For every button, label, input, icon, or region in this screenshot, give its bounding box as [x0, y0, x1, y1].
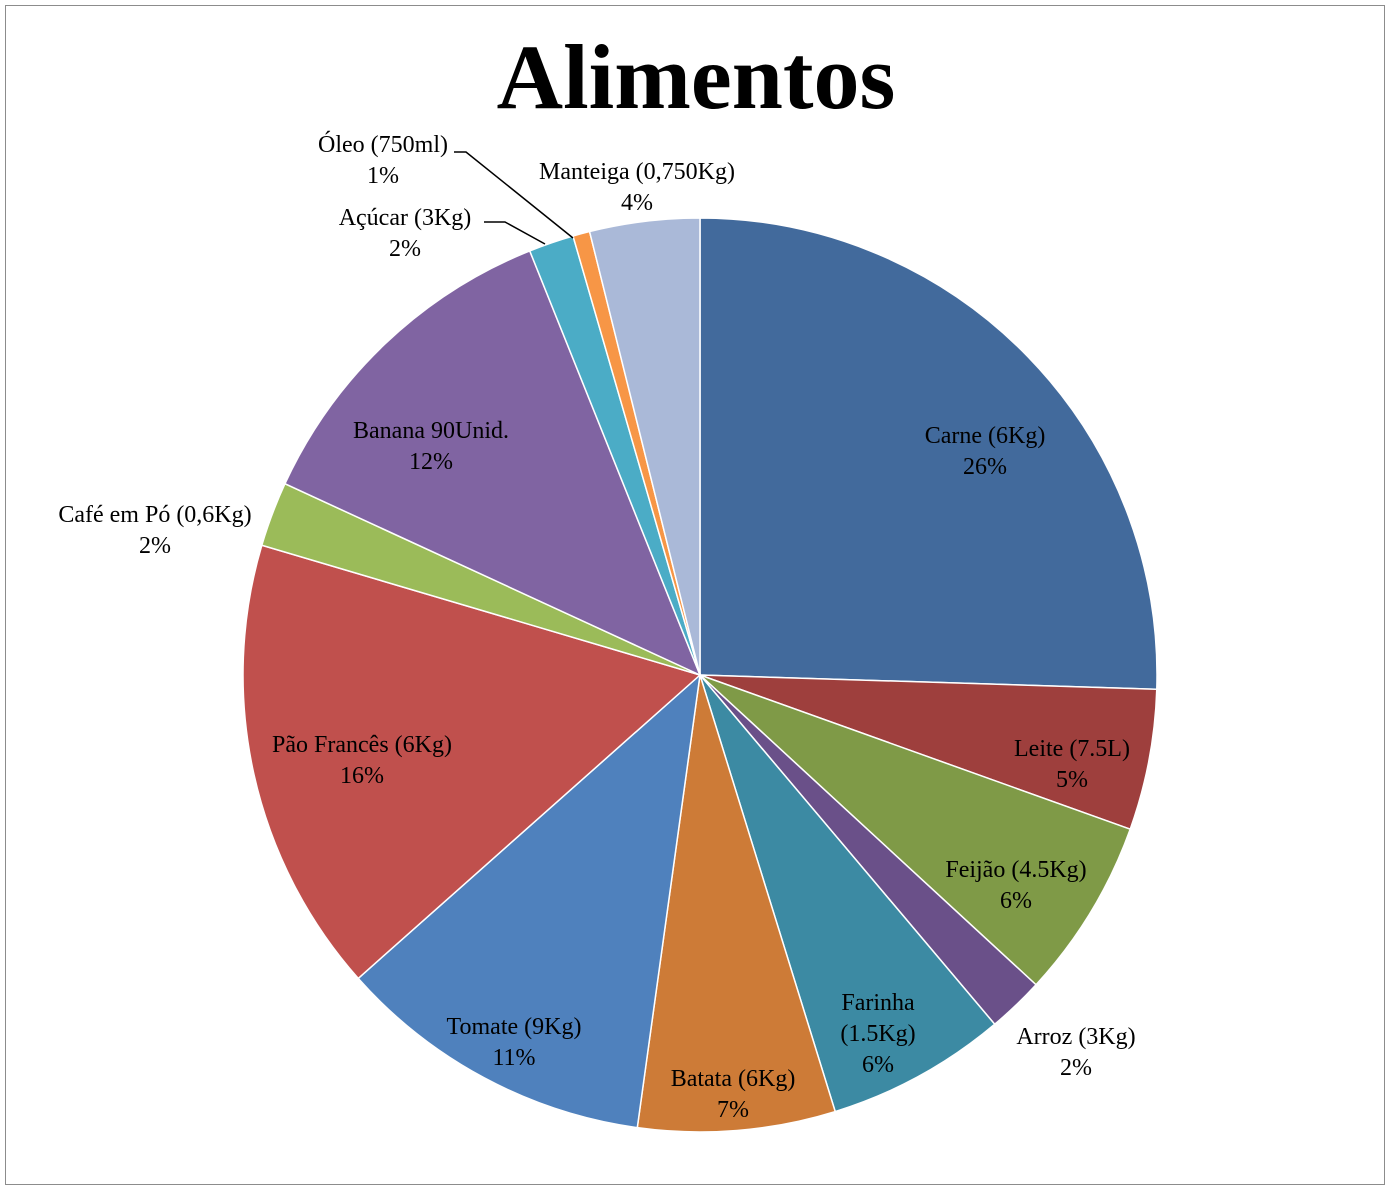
slice-label-6: Batata (6Kg) 7% — [671, 1066, 796, 1123]
slice-name: Açúcar (3Kg) — [339, 205, 472, 231]
pie-slice-3 — [699, 674, 1132, 986]
slice-label-7: Tomate (9Kg) 11% — [447, 1014, 582, 1071]
slice-percent: 2% — [139, 533, 171, 559]
slice-label-13: Manteiga (0,750Kg) 4% — [539, 159, 735, 216]
slice-label-10: Banana 90Unid. 12% — [353, 418, 509, 475]
slice-name: Carne (6Kg) — [925, 423, 1046, 449]
slice-label-12: Óleo (750ml) 1% — [318, 131, 448, 189]
slice-name: Café em Pó (0,6Kg) — [58, 502, 251, 528]
slice-name: Óleo (750ml) — [318, 131, 448, 158]
slice-percent: 5% — [1056, 767, 1088, 793]
slice-label-2: Leite (7.5L) 5% — [1014, 736, 1130, 793]
slice-labels: Carne (6Kg) 26% Leite (7.5L) 5% Feijão (4.5K… — [58, 131, 1135, 1123]
slice-name: Banana 90Unid. — [353, 418, 509, 444]
slice-percent: 26% — [963, 454, 1007, 480]
slice-label-8: Pão Francês (6Kg) 16% — [272, 732, 452, 789]
slice-name: Pão Francês (6Kg) — [272, 732, 452, 758]
slice-percent: 1% — [367, 163, 399, 189]
pie-slices — [242, 217, 1158, 1133]
slice-label-9: Café em Pó (0,6Kg) 2% — [58, 502, 251, 559]
slice-percent: 11% — [492, 1045, 535, 1071]
chart-title: Alimentos — [497, 26, 896, 128]
slice-name: Feijão (4.5Kg) — [945, 857, 1086, 883]
slice-percent: 2% — [389, 236, 421, 262]
pie-slice-13 — [588, 217, 701, 676]
slice-label-11: Açúcar (3Kg) 2% — [339, 205, 472, 262]
slice-name: Tomate (9Kg) — [447, 1014, 582, 1040]
slice-percent: 7% — [717, 1097, 749, 1123]
pie-slice-8 — [242, 544, 702, 980]
slice-percent: 6% — [1000, 888, 1032, 914]
slice-percent: 2% — [1060, 1055, 1092, 1081]
pie-slice-5 — [699, 674, 996, 1113]
slice-percent: 6% — [862, 1052, 894, 1078]
slice-label-4: Arroz (3Kg) 2% — [1016, 1024, 1135, 1081]
pie-slice-1 — [699, 217, 1158, 691]
slice-label-5: Farinha (1.5Kg) 6% — [840, 990, 915, 1078]
leader-line-11 — [484, 221, 546, 245]
slice-name: Batata (6Kg) — [671, 1066, 796, 1092]
slice-name: Leite (7.5L) — [1014, 736, 1130, 762]
slice-name: Farinha — [841, 990, 915, 1016]
slice-name: (1.5Kg) — [840, 1021, 915, 1047]
pie-slice-2 — [699, 674, 1158, 831]
slice-label-1: Carne (6Kg) 26% — [925, 423, 1046, 480]
slice-name: Manteiga (0,750Kg) — [539, 159, 735, 185]
pie-slice-10 — [283, 249, 702, 677]
slice-percent: 16% — [340, 763, 384, 789]
slice-label-3: Feijão (4.5Kg) 6% — [945, 857, 1086, 914]
pie-slice-7 — [357, 673, 702, 1129]
slice-percent: 4% — [621, 190, 653, 216]
pie-slice-6 — [636, 674, 837, 1133]
slice-name: Arroz (3Kg) — [1016, 1024, 1135, 1050]
leader-line-12 — [454, 151, 574, 239]
leader-lines — [454, 151, 574, 245]
slice-percent: 12% — [409, 449, 453, 475]
